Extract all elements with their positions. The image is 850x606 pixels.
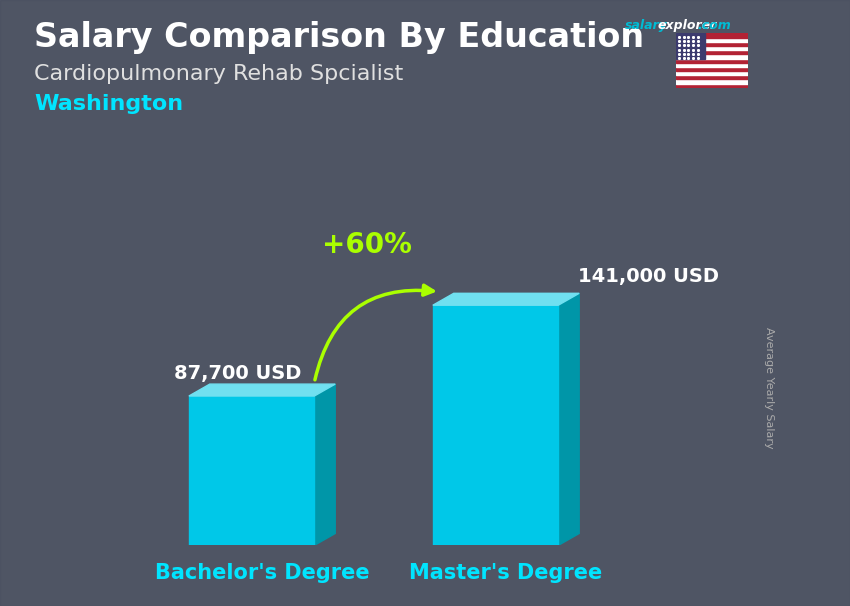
Bar	[433, 305, 558, 545]
Bar	[676, 75, 748, 79]
Text: Salary Comparison By Education: Salary Comparison By Education	[34, 21, 644, 54]
Text: Bachelor's Degree: Bachelor's Degree	[155, 563, 370, 583]
Bar	[676, 67, 748, 71]
Text: 87,700 USD: 87,700 USD	[174, 364, 302, 384]
Polygon shape	[189, 384, 335, 396]
Polygon shape	[314, 384, 335, 545]
Text: Master's Degree: Master's Degree	[410, 563, 603, 583]
Polygon shape	[558, 293, 579, 545]
Bar	[676, 33, 748, 38]
Bar	[676, 62, 748, 67]
Bar	[676, 50, 748, 55]
Bar	[676, 71, 748, 75]
Text: .com: .com	[697, 19, 731, 32]
Polygon shape	[433, 293, 579, 305]
Text: Average Yearly Salary: Average Yearly Salary	[764, 327, 774, 448]
Bar	[676, 42, 748, 46]
Text: Washington: Washington	[34, 94, 183, 114]
Text: Cardiopulmonary Rehab Spcialist: Cardiopulmonary Rehab Spcialist	[34, 64, 403, 84]
Bar	[676, 84, 748, 88]
Bar	[189, 396, 314, 545]
Bar	[676, 33, 705, 59]
Text: salary: salary	[625, 19, 667, 32]
Text: explorer: explorer	[657, 19, 717, 32]
Bar	[676, 59, 748, 62]
Bar	[676, 79, 748, 84]
Bar	[676, 38, 748, 42]
Bar	[676, 46, 748, 50]
Text: 141,000 USD: 141,000 USD	[578, 267, 719, 286]
Text: +60%: +60%	[321, 231, 411, 259]
Bar	[676, 55, 748, 59]
